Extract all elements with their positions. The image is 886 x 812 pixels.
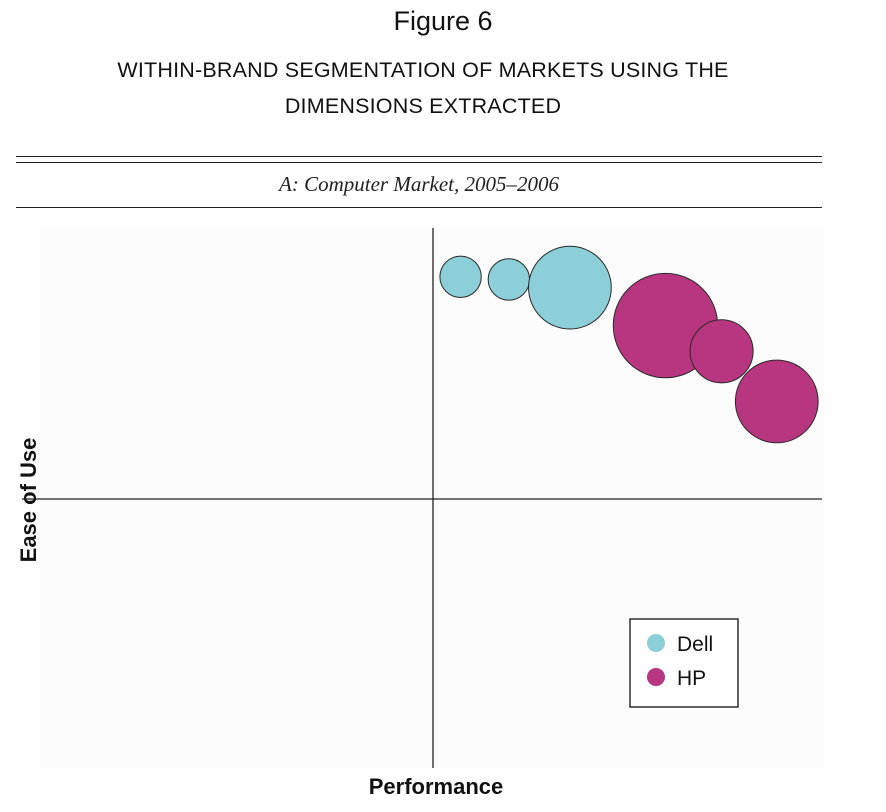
axes — [22, 228, 822, 768]
hp-bubble-2 — [689, 319, 754, 384]
legend-label-hp: HP — [677, 667, 706, 690]
dell-bubble-2 — [487, 258, 531, 301]
figure-title: Figure 6 — [393, 6, 493, 36]
top-double-rule-2 — [16, 162, 822, 163]
dell-bubble-3 — [528, 245, 612, 330]
x-axis-label: Performance — [369, 774, 504, 799]
dell-bubble-1 — [439, 255, 482, 298]
panel-title: A: Computer Market, 2005–2006 — [279, 172, 559, 196]
legend-label-dell: Dell — [677, 633, 713, 656]
hp-bubble-3 — [734, 359, 819, 444]
legend-swatch-dell — [647, 634, 665, 652]
bubbles — [439, 245, 819, 444]
y-axis-label: Ease of Use — [16, 438, 41, 563]
legend-swatch-hp — [647, 668, 665, 686]
figure-subtitle-line-2: DIMENSIONS EXTRACTED — [284, 94, 562, 118]
top-double-rule-1 — [16, 156, 822, 157]
panel-title-rule — [16, 207, 822, 208]
figure-subtitle: WITHIN-BRAND SEGMENTATION OF MARKETS USI… — [30, 52, 816, 124]
figure-subtitle-line-1: WITHIN-BRAND SEGMENTATION OF MARKETS USI… — [117, 58, 729, 82]
legend-box — [629, 618, 739, 708]
legend: Dell HP — [629, 618, 739, 708]
